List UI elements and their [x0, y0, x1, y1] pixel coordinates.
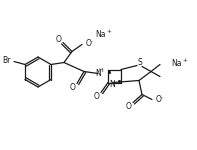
Text: -: - — [91, 39, 93, 44]
Text: O: O — [94, 92, 100, 101]
Text: O: O — [70, 83, 76, 92]
Text: S: S — [138, 58, 142, 67]
Text: O: O — [126, 102, 132, 111]
Text: +: + — [182, 58, 187, 63]
Text: O: O — [86, 39, 92, 48]
Text: Br: Br — [2, 56, 10, 65]
Text: N: N — [95, 69, 101, 78]
Text: O: O — [156, 95, 162, 104]
Text: O: O — [56, 35, 62, 44]
Text: +: + — [106, 29, 111, 34]
Text: Na: Na — [95, 30, 105, 39]
Text: H: H — [99, 68, 103, 73]
Text: Na: Na — [171, 59, 181, 68]
Text: N: N — [109, 80, 115, 89]
Text: -: - — [161, 95, 163, 100]
